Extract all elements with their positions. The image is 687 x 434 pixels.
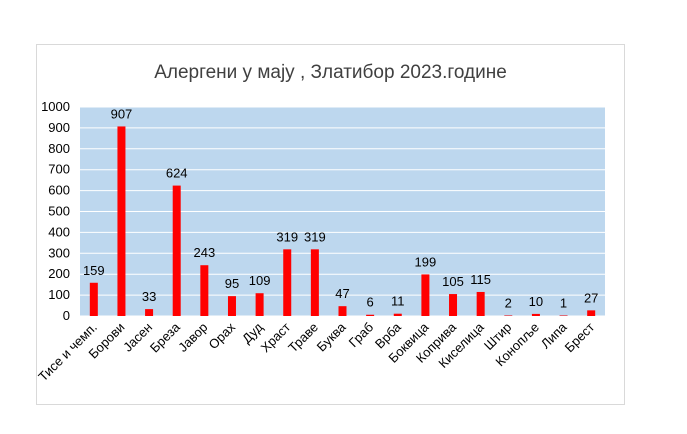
bar (338, 306, 347, 316)
y-tick-label: 400 (48, 224, 70, 239)
bars (89, 126, 596, 316)
bar (310, 249, 319, 316)
y-tick-label: 300 (48, 245, 70, 260)
bar (89, 282, 98, 316)
bar (587, 310, 596, 316)
data-label: 33 (142, 289, 156, 304)
y-tick-label: 1000 (41, 99, 70, 114)
y-tick-label: 600 (48, 183, 70, 198)
category-label: Бреза (147, 319, 184, 356)
bar (117, 126, 126, 316)
data-label: 27 (584, 290, 598, 305)
y-tick-label: 900 (48, 120, 70, 135)
y-tick-label: 500 (48, 204, 70, 219)
data-label: 2 (505, 296, 512, 311)
category-label: Храст (258, 319, 294, 355)
bar (145, 309, 154, 316)
y-tick-label: 0 (63, 308, 70, 323)
category-label: Траве (285, 320, 321, 356)
bar (172, 185, 181, 316)
bar (476, 291, 485, 316)
y-tick-label: 800 (48, 141, 70, 156)
bar (227, 296, 236, 316)
bar (504, 315, 513, 316)
data-label: 115 (470, 272, 491, 287)
y-tick-label: 700 (48, 162, 70, 177)
data-label: 319 (276, 229, 298, 244)
data-label: 319 (304, 229, 326, 244)
y-tick-label: 100 (48, 287, 70, 302)
y-tick-label: 200 (48, 266, 70, 281)
category-label: Брест (562, 319, 598, 355)
data-label: 1 (560, 296, 567, 311)
category-label: Буква (314, 319, 349, 354)
bar (531, 313, 540, 316)
bar (200, 265, 209, 316)
data-label: 109 (249, 273, 271, 288)
category-label: Граб (346, 320, 377, 351)
bar (393, 313, 402, 316)
data-label: 10 (529, 294, 543, 309)
bar (421, 274, 430, 316)
data-label: 624 (166, 166, 188, 181)
chart-title: Алергени у мају , Златибор 2023.године (154, 62, 507, 83)
category-label: Јавор (175, 320, 210, 355)
data-label: 95 (225, 276, 239, 291)
data-labels: 159 907 33 624 243 95 109 319 319 47 6 11 199 105 115 2… (83, 106, 598, 310)
data-label: 907 (111, 106, 133, 121)
data-label: 105 (442, 274, 464, 289)
data-label: 47 (335, 286, 349, 301)
data-label: 11 (391, 294, 405, 309)
bar (449, 294, 458, 316)
bar (255, 293, 264, 316)
bar (283, 249, 292, 316)
data-label: 6 (367, 295, 374, 310)
bar (366, 314, 375, 316)
y-axis-ticks: 0 100 200 300 400 500 600 700 800 900 1000 (41, 99, 70, 323)
gridlines (80, 106, 605, 317)
bar (559, 315, 568, 316)
data-label: 199 (415, 254, 437, 269)
category-label: Орах (206, 319, 239, 352)
data-label: 159 (83, 263, 105, 278)
data-label: 243 (193, 245, 215, 260)
